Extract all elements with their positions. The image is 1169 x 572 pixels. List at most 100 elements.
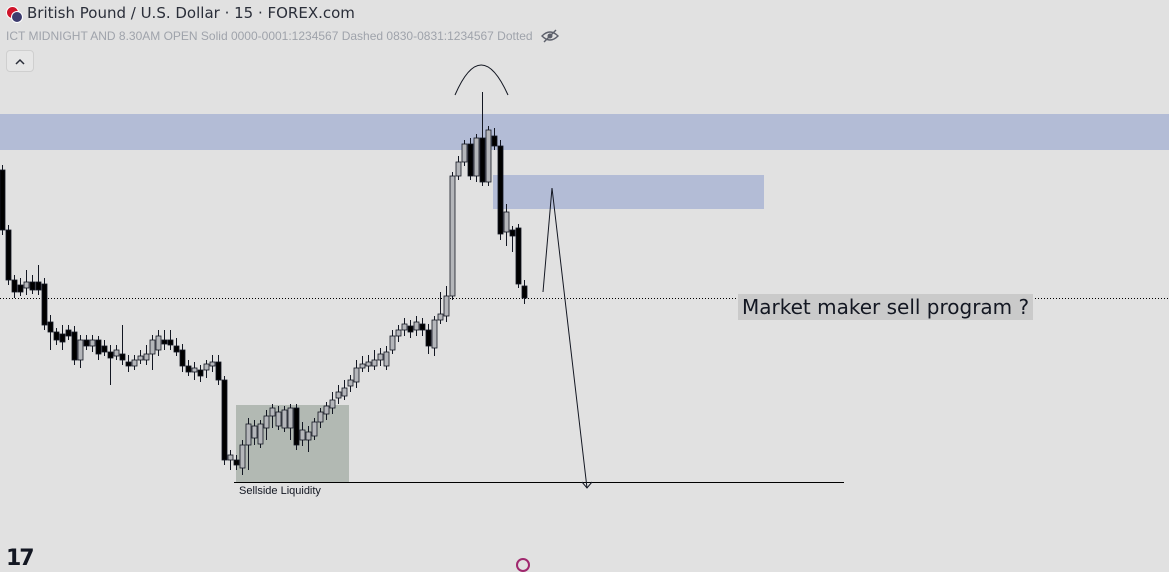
bearish-candle bbox=[35, 281, 42, 291]
bearish-candle bbox=[467, 143, 474, 177]
bearish-candle bbox=[83, 339, 90, 347]
bullish-candle bbox=[473, 137, 480, 177]
bullish-candle bbox=[239, 444, 246, 469]
bullish-candle bbox=[317, 411, 324, 423]
bearish-candle bbox=[233, 459, 240, 466]
bearish-candle bbox=[125, 361, 132, 367]
bullish-candle bbox=[209, 361, 216, 367]
bullish-candle bbox=[437, 313, 444, 321]
symbol-title[interactable]: British Pound / U.S. Dollar · 15 · FOREX… bbox=[27, 4, 355, 22]
bullish-candle bbox=[359, 363, 366, 369]
bullish-candle bbox=[281, 409, 288, 429]
bullish-candle bbox=[89, 339, 96, 347]
bullish-candle bbox=[305, 431, 312, 441]
bullish-candle bbox=[311, 421, 318, 437]
bearish-candle bbox=[41, 283, 48, 326]
bullish-candle bbox=[371, 359, 378, 367]
bearish-candle bbox=[521, 285, 528, 299]
market-maker-annotation[interactable]: Market maker sell program ? bbox=[738, 294, 1034, 320]
bullish-candle bbox=[353, 367, 360, 383]
bearish-candle bbox=[197, 369, 204, 377]
bearish-candle bbox=[221, 379, 228, 461]
bullish-candle bbox=[401, 323, 408, 331]
crosshair-cursor-icon bbox=[516, 558, 530, 572]
bullish-candle bbox=[431, 319, 438, 349]
bearish-candle bbox=[293, 407, 300, 446]
bullish-candle bbox=[149, 339, 156, 355]
bearish-candle bbox=[425, 329, 432, 347]
bullish-candle bbox=[191, 367, 198, 373]
bullish-candle bbox=[389, 335, 396, 351]
bullish-candle bbox=[461, 143, 468, 163]
projection-arrowhead[interactable] bbox=[581, 481, 593, 489]
bullish-candle bbox=[503, 211, 510, 233]
bearish-candle bbox=[0, 169, 6, 231]
bearish-candle bbox=[407, 325, 414, 333]
eye-crossed-icon[interactable] bbox=[540, 29, 559, 43]
bullish-candle bbox=[131, 359, 138, 367]
bearish-candle bbox=[11, 279, 18, 293]
indicator-legend: ICT MIDNIGHT AND 8.30AM OPEN Solid 0000-… bbox=[6, 28, 559, 44]
bullish-candle bbox=[23, 281, 30, 289]
bullish-candle bbox=[455, 161, 462, 177]
bullish-candle bbox=[377, 353, 384, 361]
bearish-candle bbox=[479, 137, 486, 183]
bullish-candle bbox=[113, 349, 120, 357]
bullish-candle bbox=[485, 129, 492, 183]
chevron-up-icon bbox=[15, 58, 25, 65]
gbpusd-flag-icon bbox=[6, 5, 23, 23]
bullish-candle bbox=[137, 355, 144, 361]
bullish-candle bbox=[203, 363, 210, 371]
bullish-candle bbox=[299, 429, 306, 441]
bullish-candle bbox=[335, 391, 342, 399]
bearish-candle bbox=[185, 365, 192, 373]
bullish-candle bbox=[269, 407, 276, 417]
bullish-candle bbox=[347, 379, 354, 387]
bullish-candle bbox=[341, 387, 348, 397]
bullish-candle bbox=[365, 361, 372, 367]
bearish-candle bbox=[515, 227, 522, 285]
candlestick-series bbox=[0, 92, 528, 475]
bullish-candle bbox=[275, 411, 282, 427]
bullish-candle bbox=[263, 415, 270, 429]
bearish-candle bbox=[173, 345, 180, 353]
tradingview-logo[interactable]: 17 bbox=[6, 546, 35, 571]
bullish-candle bbox=[77, 339, 84, 361]
indicator-label[interactable]: ICT MIDNIGHT AND 8.30AM OPEN Solid 0000-… bbox=[6, 29, 533, 43]
bearish-candle bbox=[119, 353, 126, 361]
supply-zone-lower[interactable] bbox=[493, 175, 764, 209]
bearish-candle bbox=[65, 329, 72, 337]
sellside-liquidity-label[interactable]: Sellside Liquidity bbox=[239, 485, 321, 497]
bullish-candle bbox=[251, 425, 258, 439]
bearish-candle bbox=[491, 135, 498, 147]
bullish-candle bbox=[287, 407, 294, 429]
bullish-candle bbox=[329, 399, 336, 409]
bearish-candle bbox=[215, 361, 222, 381]
bearish-candle bbox=[107, 351, 114, 359]
bullish-candle bbox=[413, 321, 420, 331]
bullish-candle bbox=[383, 351, 390, 367]
bearish-candle bbox=[59, 333, 66, 343]
bearish-candle bbox=[29, 281, 36, 291]
chart-header: British Pound / U.S. Dollar · 15 · FOREX… bbox=[6, 4, 355, 23]
bullish-candle bbox=[443, 295, 450, 317]
bullish-candle bbox=[395, 329, 402, 337]
bearish-candle bbox=[95, 339, 102, 355]
bearish-candle bbox=[47, 321, 54, 333]
bearish-candle bbox=[71, 331, 78, 361]
bearish-candle bbox=[161, 339, 168, 345]
bullish-candle bbox=[143, 353, 150, 361]
projection-path-drawing[interactable] bbox=[542, 187, 588, 489]
bearish-candle bbox=[53, 331, 60, 341]
bullish-candle bbox=[227, 454, 234, 461]
bullish-candle bbox=[323, 405, 330, 415]
bearish-candle bbox=[509, 229, 516, 237]
bearish-candle bbox=[167, 339, 174, 346]
top-arc-drawing[interactable] bbox=[454, 64, 509, 96]
bearish-candle bbox=[179, 349, 186, 367]
bearish-candle bbox=[497, 145, 504, 235]
supply-zone-upper[interactable] bbox=[0, 114, 1169, 150]
collapse-legend-button[interactable] bbox=[6, 50, 34, 72]
bearish-candle bbox=[5, 229, 12, 281]
